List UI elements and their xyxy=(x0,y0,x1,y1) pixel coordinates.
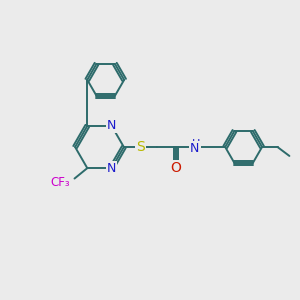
Text: S: S xyxy=(136,140,145,154)
Text: O: O xyxy=(170,161,181,176)
Text: H: H xyxy=(192,139,200,149)
Text: N: N xyxy=(190,142,199,155)
Text: CF₃: CF₃ xyxy=(51,176,70,190)
Text: N: N xyxy=(107,162,116,175)
Text: N: N xyxy=(107,119,116,132)
